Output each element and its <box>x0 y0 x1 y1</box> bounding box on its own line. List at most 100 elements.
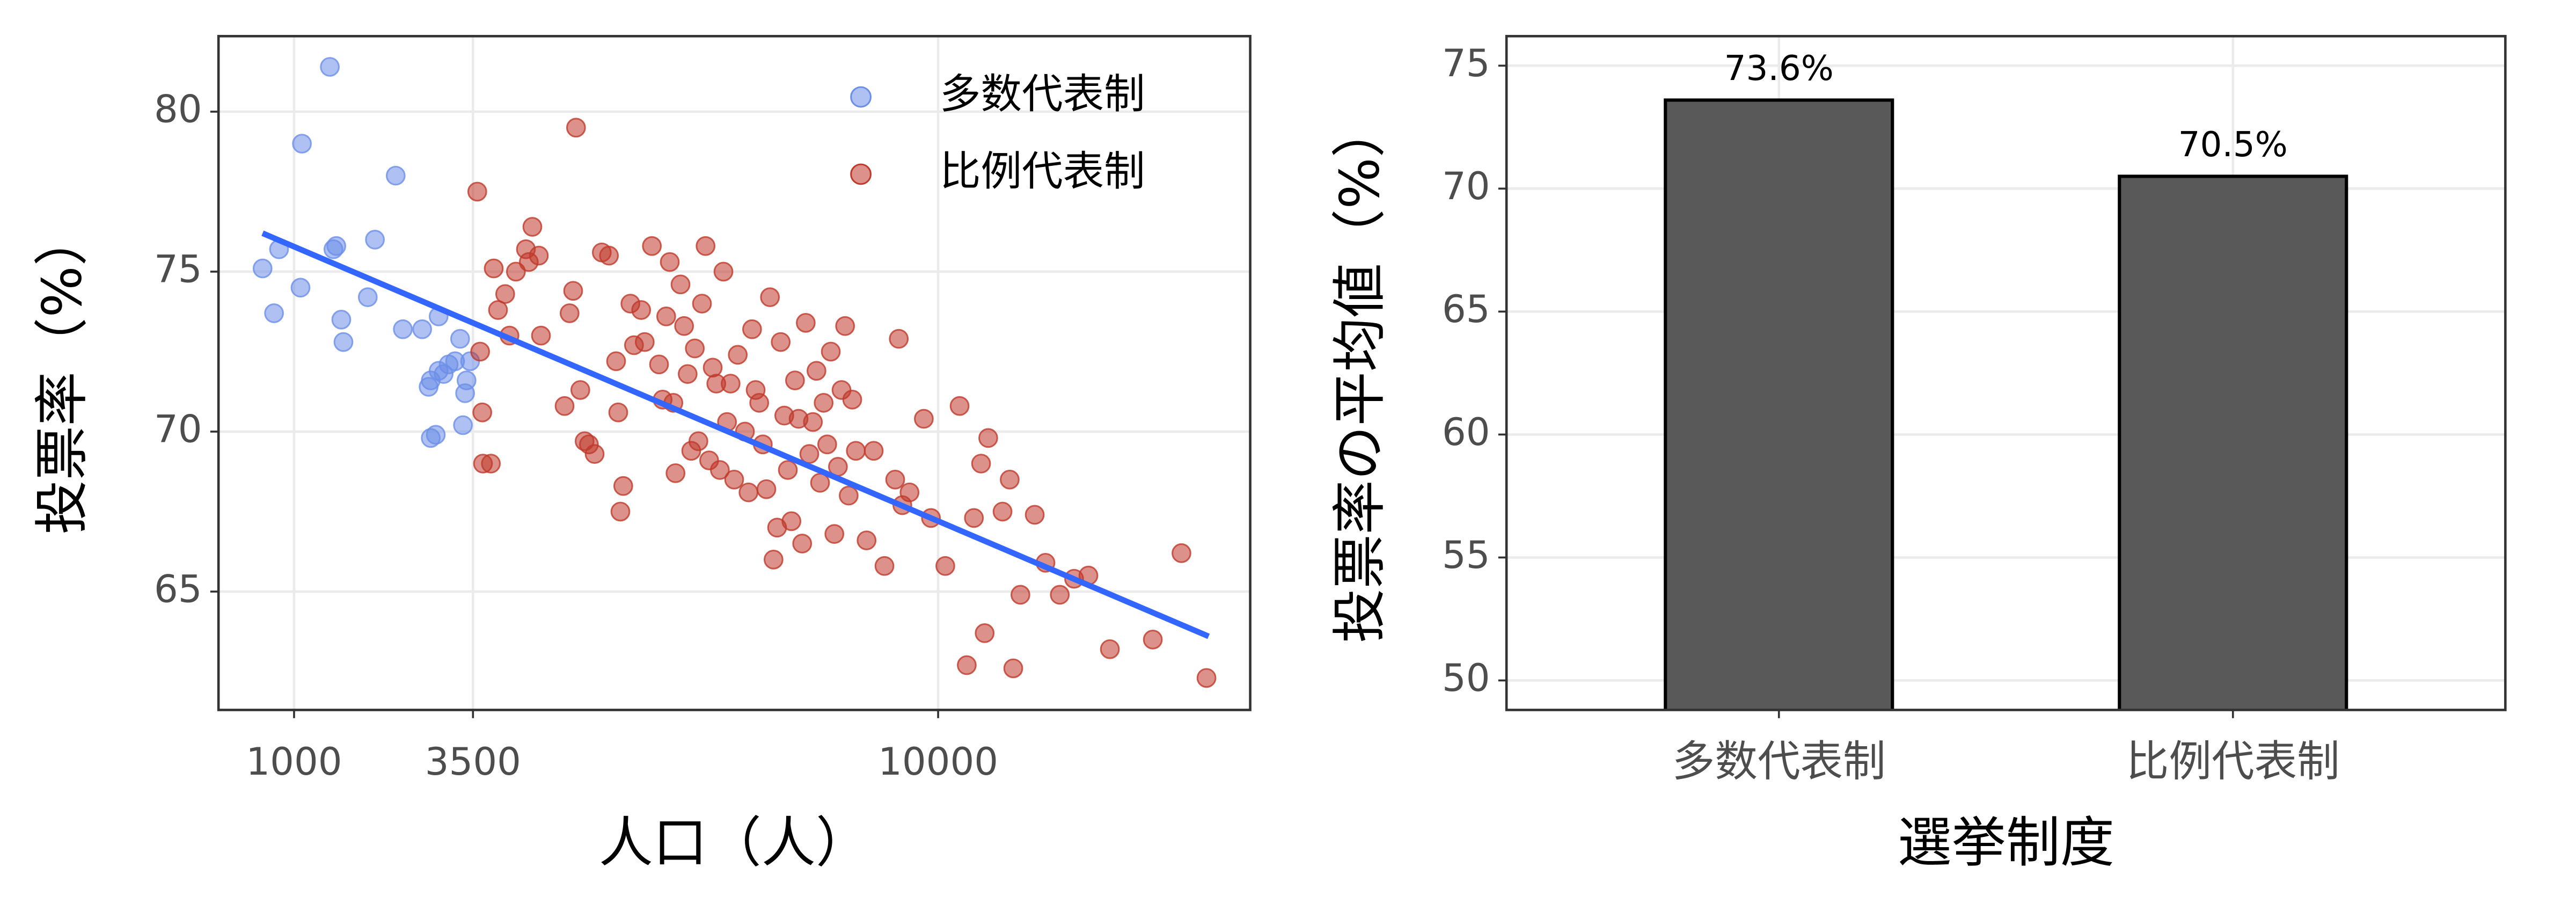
x-tick-label: 10000 <box>878 740 998 784</box>
point <box>1050 585 1070 605</box>
point <box>467 181 487 202</box>
point <box>857 530 877 550</box>
y-tick-label: 65 <box>1442 287 1490 331</box>
point <box>863 441 884 461</box>
point <box>764 549 784 570</box>
plot-marks <box>252 57 1217 688</box>
y-tick-label: 50 <box>1442 656 1490 700</box>
point <box>760 287 780 308</box>
point <box>660 252 680 272</box>
point <box>1003 658 1023 679</box>
point <box>978 428 998 448</box>
point <box>472 402 493 422</box>
point <box>992 501 1013 522</box>
point <box>566 118 586 138</box>
point <box>728 345 748 365</box>
point <box>971 454 991 473</box>
x-tick-label: 1000 <box>246 740 342 784</box>
point <box>584 444 605 464</box>
point <box>522 217 543 237</box>
point <box>333 332 354 352</box>
point <box>835 316 855 336</box>
point <box>1143 629 1163 650</box>
point <box>796 312 816 333</box>
point <box>949 396 970 416</box>
x-axis-title: 選挙制度 <box>1898 811 2114 874</box>
point <box>326 236 346 256</box>
x-axis-title: 人口（人） <box>599 811 870 874</box>
point <box>421 428 441 448</box>
point <box>481 454 501 473</box>
point <box>724 469 744 490</box>
point <box>899 482 920 502</box>
legend-label: 比例代表制 <box>940 148 1145 195</box>
bar <box>2118 174 2348 710</box>
point <box>803 412 823 432</box>
point <box>554 396 575 416</box>
point <box>357 287 378 308</box>
point <box>1000 469 1020 490</box>
point <box>331 310 352 330</box>
point <box>696 236 716 256</box>
point <box>385 165 406 186</box>
point <box>1011 585 1030 605</box>
point <box>839 485 859 506</box>
point <box>824 524 845 544</box>
point <box>785 370 805 390</box>
plot-border <box>1505 35 2507 711</box>
point <box>889 329 909 349</box>
y-tick-label: 80 <box>154 88 202 132</box>
point <box>709 460 730 480</box>
point <box>807 361 826 381</box>
point <box>484 258 504 279</box>
point <box>531 325 551 346</box>
value-label: 73.6% <box>1724 48 1834 89</box>
y-tick-label: 70 <box>1442 164 1490 208</box>
y-axis-title: 投票率の平均値（%） <box>1328 103 1392 643</box>
point <box>453 415 473 435</box>
y-tick-label: 65 <box>154 567 202 611</box>
point <box>842 389 862 410</box>
point <box>649 354 669 375</box>
point <box>914 409 934 429</box>
point <box>488 300 508 320</box>
point <box>720 374 741 394</box>
point <box>656 307 676 326</box>
point <box>559 303 580 323</box>
y-axis-title: 投票率（%） <box>30 212 93 534</box>
y-tick-label: 60 <box>1442 410 1490 454</box>
point <box>1196 668 1217 688</box>
point <box>563 281 583 301</box>
point <box>674 316 694 336</box>
bar <box>1664 98 1894 710</box>
point <box>320 57 340 77</box>
x-tick-label: 多数代表制 <box>1672 736 1886 786</box>
point <box>792 534 813 553</box>
point <box>412 319 433 339</box>
point <box>874 556 895 576</box>
point <box>419 377 439 397</box>
point <box>885 469 905 490</box>
point <box>610 501 631 522</box>
point <box>1024 505 1045 525</box>
point <box>252 258 273 279</box>
value-label: 70.5% <box>2178 125 2288 165</box>
point <box>771 332 791 352</box>
point <box>814 392 834 413</box>
point <box>713 261 734 282</box>
point <box>570 380 590 400</box>
point <box>677 364 698 384</box>
point <box>495 284 515 304</box>
point <box>470 341 491 362</box>
point <box>935 556 955 576</box>
point <box>781 511 802 531</box>
point <box>1172 543 1191 563</box>
point <box>450 329 470 349</box>
y-tick-label: 75 <box>154 247 202 292</box>
point <box>756 479 777 499</box>
plot-marks <box>1664 98 2348 710</box>
point <box>799 444 819 464</box>
point <box>1100 639 1120 659</box>
point <box>456 370 477 390</box>
